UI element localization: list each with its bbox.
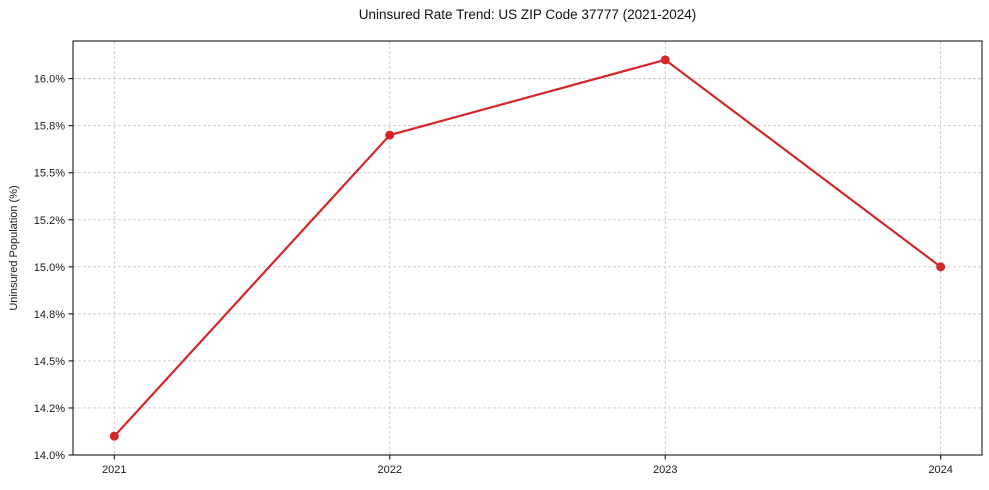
data-point bbox=[385, 130, 395, 140]
data-point bbox=[109, 431, 119, 441]
y-tick-label: 15.0% bbox=[34, 262, 65, 274]
y-tick-label: 14.0% bbox=[34, 450, 65, 462]
x-tick-label: 2021 bbox=[102, 464, 126, 476]
x-tick-label: 2023 bbox=[653, 464, 677, 476]
x-tick-label: 2024 bbox=[928, 464, 952, 476]
chart-title: Uninsured Rate Trend: US ZIP Code 37777 … bbox=[358, 7, 697, 22]
trend-line bbox=[113, 58, 942, 438]
x-tick-label: 2022 bbox=[378, 464, 402, 476]
data-point bbox=[660, 55, 670, 65]
y-tick-label: 15.2% bbox=[34, 215, 65, 227]
y-tick-label: 14.8% bbox=[34, 309, 65, 321]
y-tick-label: 14.5% bbox=[34, 356, 65, 368]
y-tick-label: 15.8% bbox=[34, 121, 65, 133]
y-tick-label: 16.0% bbox=[34, 74, 65, 86]
y-tick-label: 14.2% bbox=[34, 403, 65, 415]
data-point bbox=[936, 262, 946, 272]
y-tick-label: 15.5% bbox=[34, 168, 65, 180]
axis-frame bbox=[72, 40, 983, 456]
